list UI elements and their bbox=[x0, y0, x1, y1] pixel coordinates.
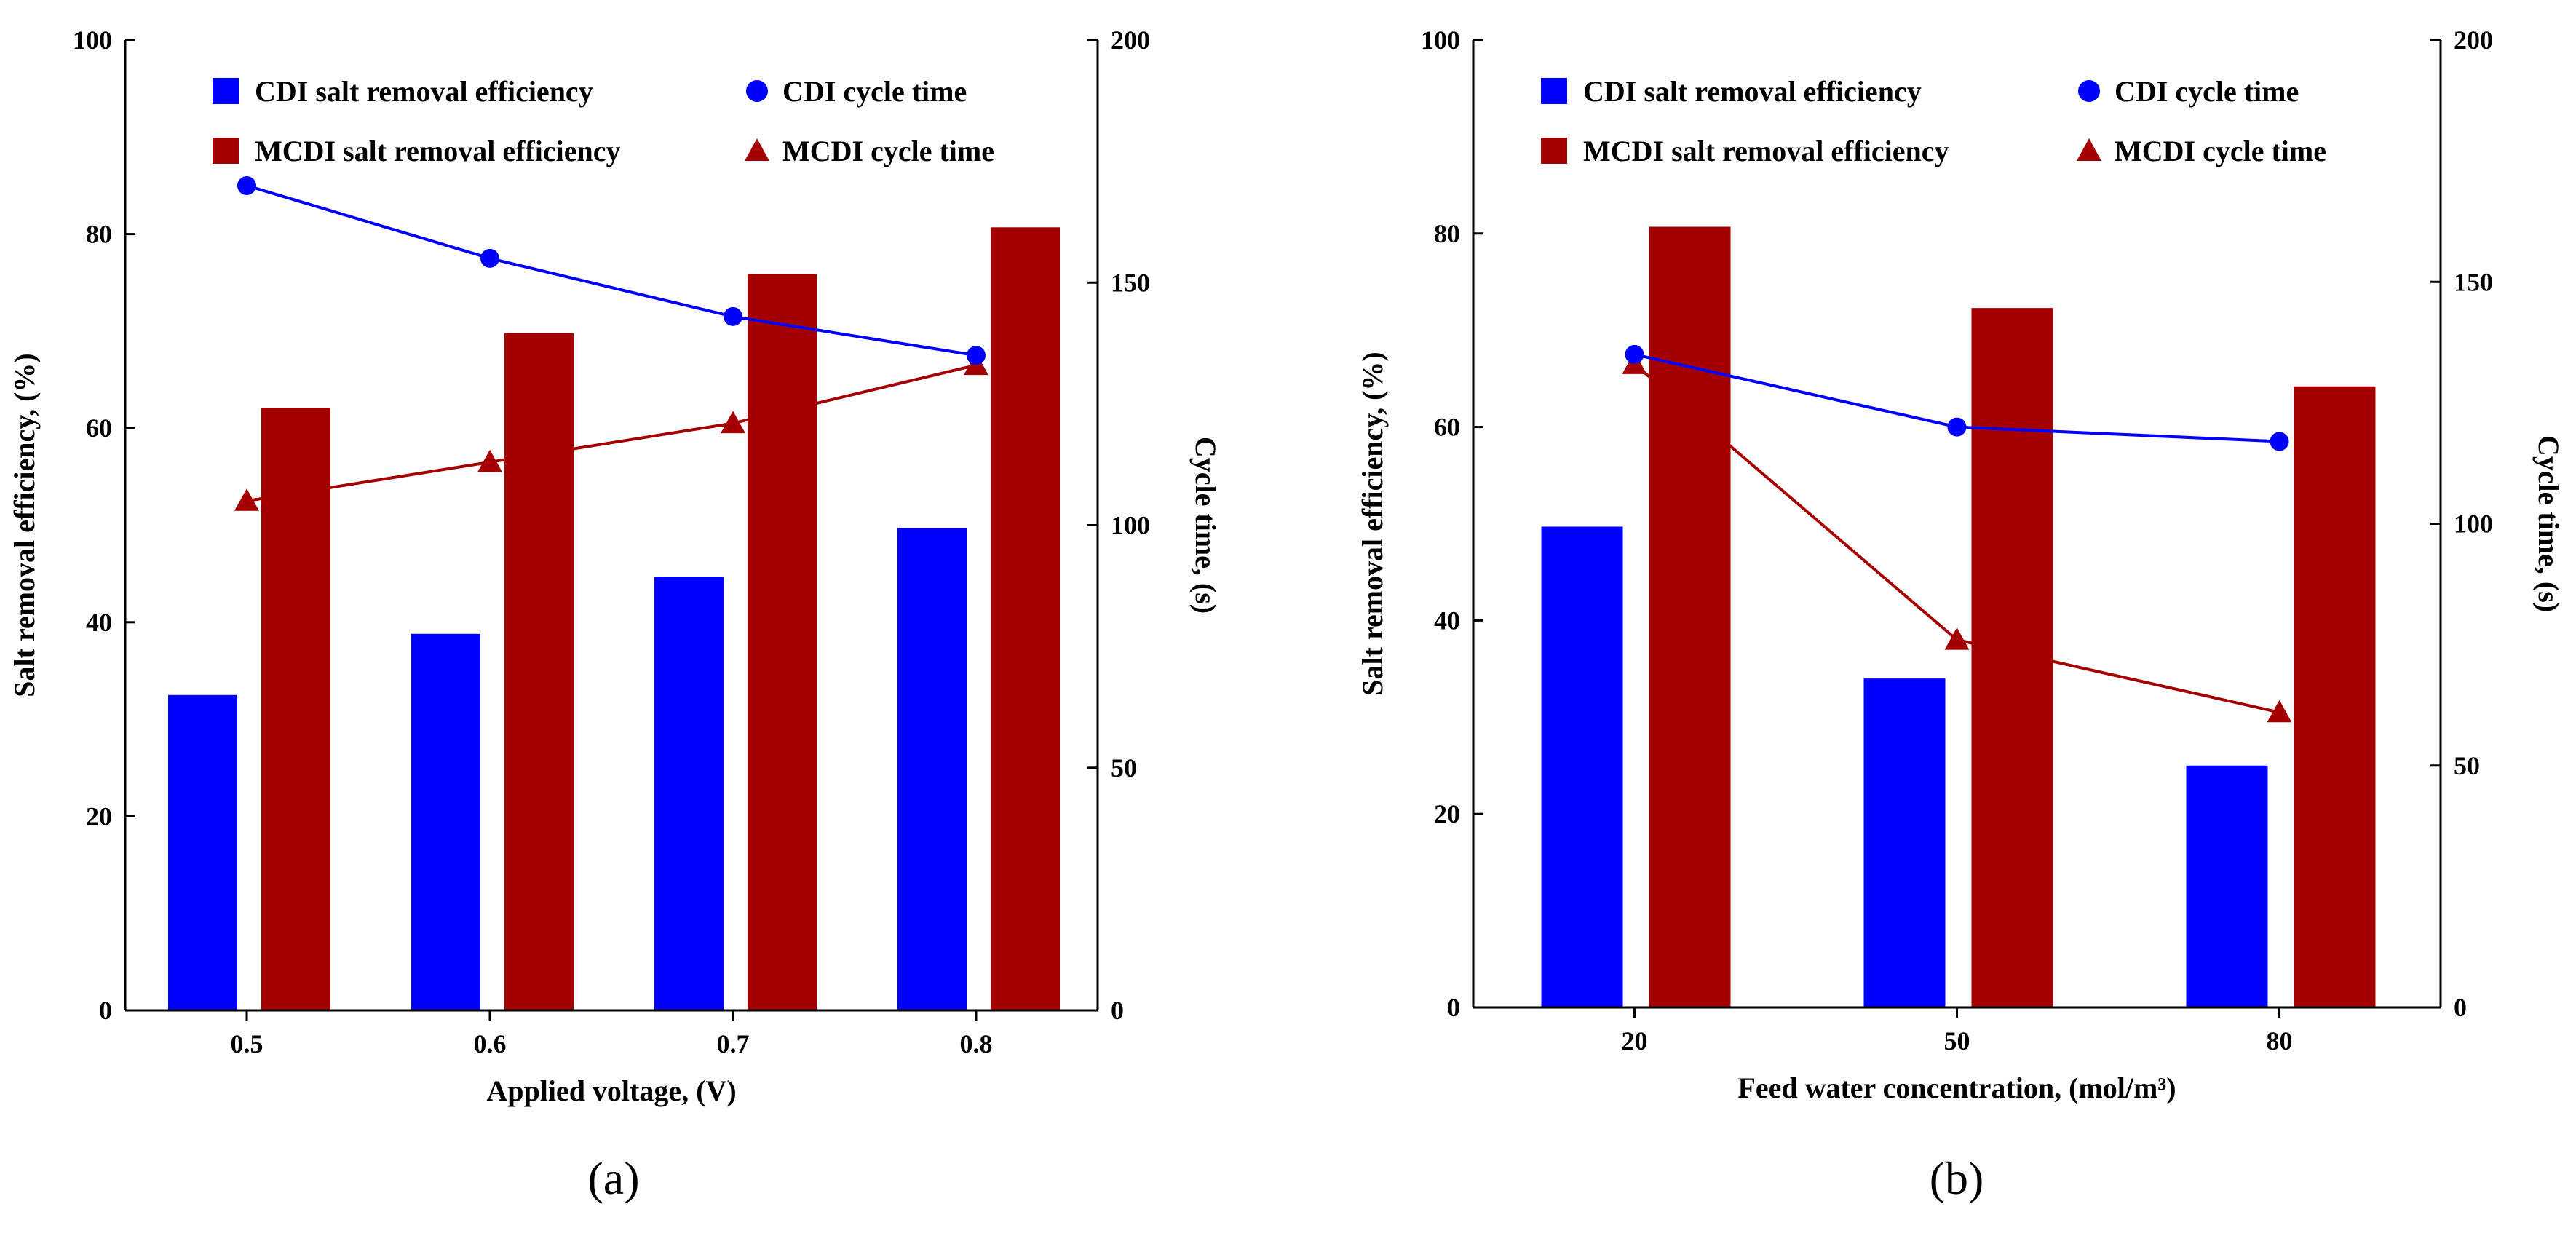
mcdi-cycle-time-line bbox=[246, 363, 977, 503]
y-tick-label: 80 bbox=[86, 220, 112, 249]
chart-panel-b: 0 20 40 60 80 100 0 50 100 150 200 20 50 80 Feed water… bbox=[1356, 25, 2565, 1204]
y-tick-label: 40 bbox=[1434, 606, 1460, 635]
legend-cdi-efficiency-label: CDI salt removal efficiency bbox=[255, 75, 593, 108]
y-tick-label: 0 bbox=[1447, 993, 1460, 1022]
x-tick-label: 80 bbox=[2267, 1026, 2293, 1055]
y-tick-label: 80 bbox=[1434, 219, 1460, 248]
y2-tick-label: 200 bbox=[2454, 25, 2493, 55]
y2-tick-label: 150 bbox=[1111, 268, 1150, 297]
cdi-efficiency-bar bbox=[897, 528, 967, 1010]
cdi-cycle-time-point bbox=[724, 306, 742, 326]
mcdi-efficiency-bar bbox=[504, 333, 574, 1010]
y-tick-label: 100 bbox=[73, 25, 112, 55]
cdi-efficiency-bar bbox=[1863, 678, 1946, 1007]
y-axis-title: Salt removal efficiency, (%) bbox=[8, 353, 41, 697]
legend-mcdi-efficiency-swatch bbox=[1541, 138, 1567, 164]
y-axis-title: Salt removal efficiency, (%) bbox=[1356, 352, 1389, 695]
legend-mcdi-cycle-label: MCDI cycle time bbox=[2115, 135, 2326, 167]
mcdi-cycle-time-point bbox=[234, 488, 259, 511]
mcdi-efficiency-bar bbox=[261, 408, 330, 1010]
legend-mcdi-efficiency-label: MCDI salt removal efficiency bbox=[255, 135, 620, 167]
cdi-efficiency-bar bbox=[1541, 526, 1623, 1007]
mcdi-efficiency-bar bbox=[991, 227, 1060, 1010]
x-tick-label: 0.7 bbox=[717, 1029, 750, 1058]
cdi-cycle-time-point bbox=[2270, 432, 2289, 451]
mcdi-cycle-time-point bbox=[2267, 700, 2292, 723]
mcdi-efficiency-bar bbox=[748, 274, 817, 1010]
y-tick-label: 60 bbox=[86, 413, 112, 443]
legend-cdi-cycle-label: CDI cycle time bbox=[2115, 75, 2299, 108]
y-tick-label: 20 bbox=[1434, 799, 1460, 828]
panel-label: (b) bbox=[1930, 1152, 1984, 1204]
legend: CDI salt removal efficiency CDI cycle tim… bbox=[1541, 75, 2326, 167]
y2-axis-title: Cycle time, (s) bbox=[1189, 437, 1222, 614]
cdi-cycle-time-point bbox=[1625, 344, 1644, 364]
x-tick-label: 0.6 bbox=[474, 1029, 507, 1058]
mcdi-cycle-time-point bbox=[477, 449, 502, 472]
x-axis-title: Applied voltage, (V) bbox=[486, 1074, 736, 1107]
x-tick-label: 20 bbox=[1622, 1026, 1648, 1055]
x-tick-label: 0.5 bbox=[231, 1029, 263, 1058]
y2-tick-label: 50 bbox=[2454, 751, 2480, 780]
cdi-cycle-time-point bbox=[237, 175, 256, 195]
legend-cdi-cycle-marker bbox=[746, 80, 768, 102]
legend-cdi-efficiency-swatch bbox=[1541, 78, 1567, 104]
legend-mcdi-efficiency-label: MCDI salt removal efficiency bbox=[1583, 135, 1949, 167]
mcdi-cycle-time-point bbox=[721, 411, 745, 434]
y2-tick-label: 150 bbox=[2454, 267, 2493, 296]
y2-tick-label: 100 bbox=[1111, 511, 1150, 540]
legend-mcdi-cycle-label: MCDI cycle time bbox=[782, 135, 994, 167]
y-tick-label: 0 bbox=[99, 996, 112, 1025]
y-tick-label: 100 bbox=[1421, 25, 1460, 55]
legend: CDI salt removal efficiency CDI cycle tim… bbox=[213, 75, 994, 167]
legend-cdi-cycle-label: CDI cycle time bbox=[782, 75, 967, 108]
mcdi-efficiency-bar bbox=[2294, 386, 2376, 1007]
legend-mcdi-cycle-marker bbox=[745, 138, 769, 161]
y-tick-label: 60 bbox=[1434, 413, 1460, 442]
legend-cdi-cycle-marker bbox=[2078, 80, 2100, 102]
x-tick-label: 0.8 bbox=[960, 1029, 993, 1058]
legend-cdi-efficiency-swatch bbox=[213, 78, 239, 104]
y2-tick-label: 100 bbox=[2454, 510, 2493, 539]
y-tick-label: 40 bbox=[86, 608, 112, 637]
legend-mcdi-efficiency-swatch bbox=[213, 138, 239, 164]
y2-tick-label: 0 bbox=[2454, 993, 2467, 1022]
cdi-cycle-time-point bbox=[1947, 417, 1967, 437]
x-axis-title: Feed water concentration, (mol/m³) bbox=[1737, 1071, 2176, 1104]
cdi-efficiency-bar bbox=[2186, 765, 2268, 1007]
y2-axis-title: Cycle time, (s) bbox=[2532, 435, 2565, 612]
cdi-efficiency-bar bbox=[411, 633, 480, 1010]
cdi-cycle-time-point bbox=[967, 346, 986, 365]
cdi-efficiency-bar bbox=[654, 577, 724, 1010]
y2-tick-label: 50 bbox=[1111, 753, 1137, 783]
cdi-cycle-time-point bbox=[480, 248, 499, 268]
y2-tick-label: 200 bbox=[1111, 25, 1150, 55]
mcdi-cycle-time-point bbox=[1944, 627, 1970, 650]
cdi-cycle-time-line bbox=[246, 184, 977, 357]
legend-cdi-efficiency-label: CDI salt removal efficiency bbox=[1583, 75, 1922, 108]
x-tick-label: 50 bbox=[1944, 1026, 1970, 1055]
panel-label: (a) bbox=[587, 1152, 639, 1204]
cdi-efficiency-bar bbox=[168, 694, 237, 1010]
legend-mcdi-cycle-marker bbox=[2077, 138, 2101, 161]
mcdi-efficiency-bar bbox=[1649, 226, 1731, 1007]
y2-tick-label: 0 bbox=[1111, 996, 1124, 1025]
chart-panel-a: 0 20 40 60 80 100 0 50 100 150 200 0.5 0.6 0.7 0.8 Appl… bbox=[8, 25, 1222, 1204]
y-tick-label: 20 bbox=[86, 801, 112, 831]
